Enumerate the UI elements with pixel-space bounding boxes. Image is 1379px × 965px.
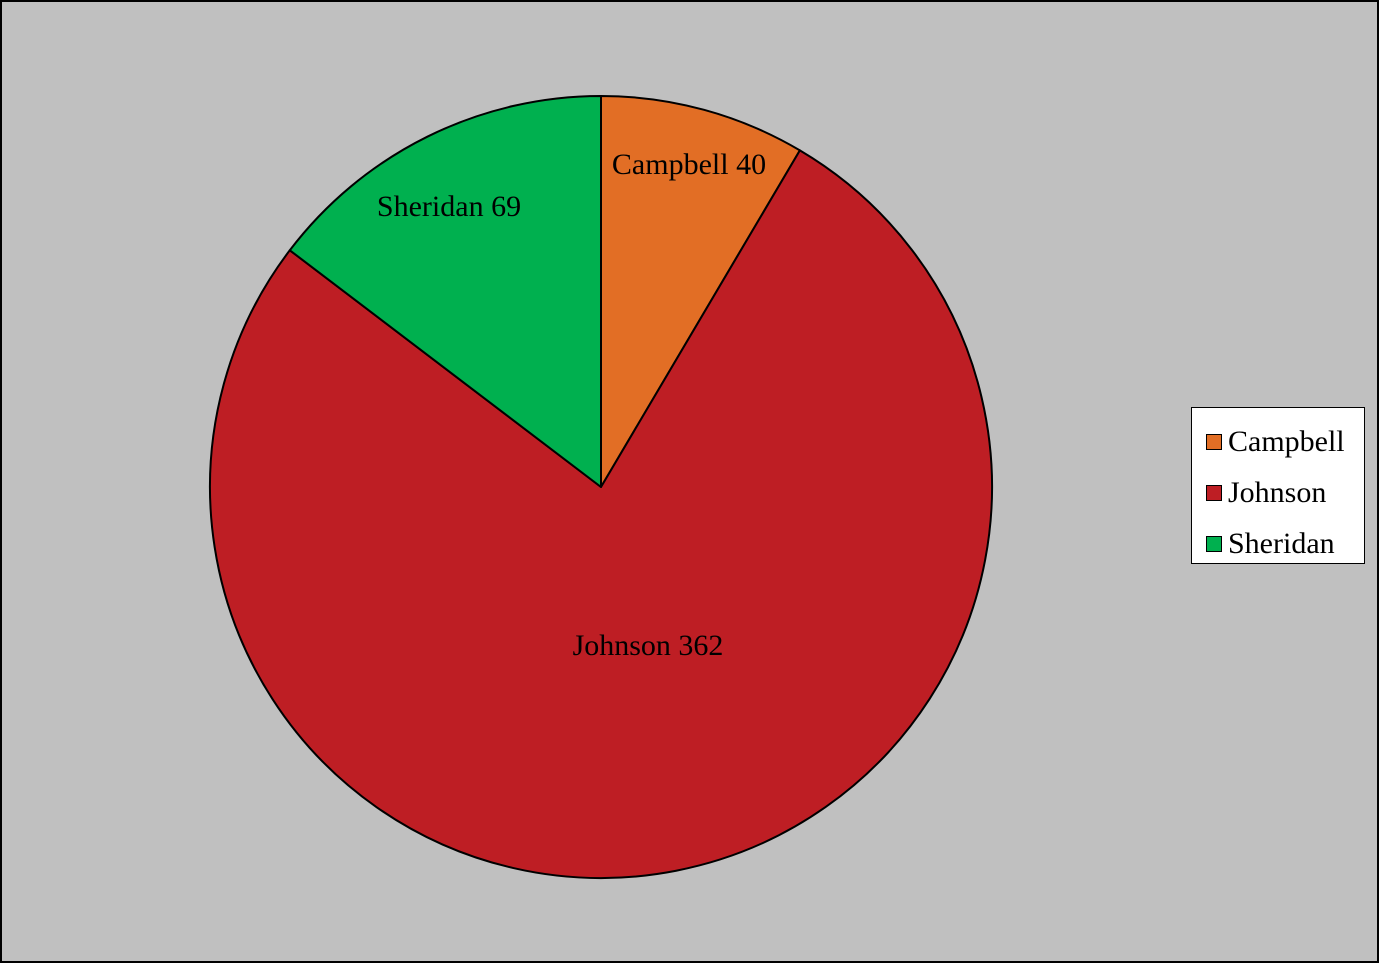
pie-slice-campbell — [600, 95, 801, 488]
legend-label-sheridan: Sheridan — [1228, 526, 1335, 560]
legend-label-johnson: Johnson — [1228, 475, 1327, 509]
data-label-johnson: Johnson 362 — [573, 629, 724, 662]
pie-slices — [209, 95, 993, 879]
legend-item-campbell: Campbell — [1206, 416, 1364, 467]
legend-item-johnson: Johnson — [1206, 467, 1364, 518]
legend-swatch-campbell — [1206, 433, 1222, 450]
legend-item-sheridan: Sheridan — [1206, 518, 1364, 569]
legend: Campbell Johnson Sheridan — [1191, 407, 1365, 564]
data-label-sheridan: Sheridan 69 — [377, 190, 521, 223]
legend-swatch-johnson — [1206, 484, 1222, 501]
legend-label-campbell: Campbell — [1228, 424, 1345, 458]
data-label-campbell: Campbell 40 — [612, 148, 766, 181]
pie-slice-johnson — [209, 149, 993, 879]
pie-data-labels: Campbell 40 Johnson 362 Sheridan 69 — [377, 148, 766, 662]
pie-slice-sheridan — [288, 95, 602, 488]
legend-swatch-sheridan — [1206, 535, 1222, 552]
